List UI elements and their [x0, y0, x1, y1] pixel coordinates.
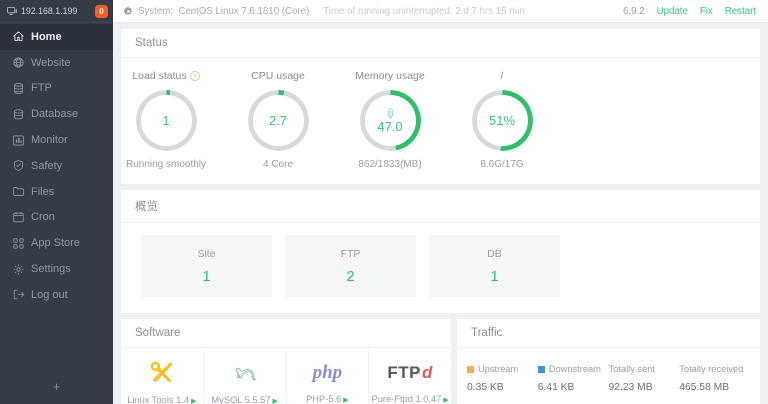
svg-text:?: ? — [193, 74, 196, 80]
